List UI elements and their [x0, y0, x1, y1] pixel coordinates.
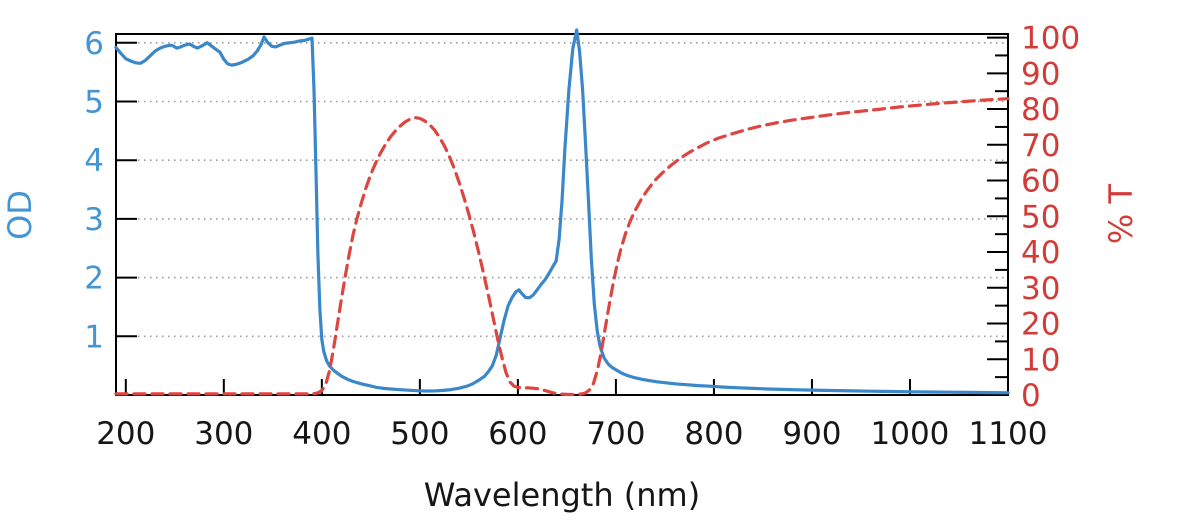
- x-tick-label: 300: [194, 416, 253, 452]
- x-axis-title: Wavelength (nm): [424, 476, 700, 514]
- od-tick-label: 5: [84, 85, 104, 121]
- od-curve: [114, 28, 1010, 395]
- x-tick-label: 900: [782, 416, 841, 452]
- t-tick-label: 60: [1021, 164, 1060, 200]
- od-tick-label: 2: [84, 261, 104, 297]
- x-tick-label: 600: [488, 416, 547, 452]
- t-tick-label: 30: [1021, 271, 1060, 307]
- od-tick-label: 6: [84, 26, 104, 62]
- gridlines-group: [138, 42, 1006, 338]
- x-tick-label: 1000: [871, 416, 950, 452]
- series-group: [114, 28, 1010, 397]
- x-tick-label: 1100: [969, 416, 1048, 452]
- x-tick-label: 700: [586, 416, 645, 452]
- t-tick-label: 20: [1021, 307, 1060, 343]
- t-tick-label: 70: [1021, 128, 1060, 164]
- t-tick-label: 50: [1021, 199, 1060, 235]
- t-tick-label: 40: [1021, 235, 1060, 271]
- od-tick-label: 3: [84, 202, 104, 238]
- x-tick-label: 200: [96, 416, 155, 452]
- t-tick-label: 100: [1021, 21, 1080, 57]
- t-tick-label: 0: [1021, 378, 1041, 414]
- t-tick-label: 80: [1021, 92, 1060, 128]
- t-tick-label: 10: [1021, 342, 1060, 378]
- x-tick-label: 400: [292, 416, 351, 452]
- transmission-curve: [114, 97, 1010, 397]
- x-tick-label: 500: [390, 416, 449, 452]
- left-axis-title: OD: [1, 190, 39, 240]
- x-tick-label: 800: [684, 416, 743, 452]
- od-tick-label: 4: [84, 143, 104, 179]
- od-tick-label: 1: [84, 319, 104, 355]
- right-axis-title: % T: [1102, 183, 1140, 244]
- t-tick-label: 90: [1021, 56, 1060, 92]
